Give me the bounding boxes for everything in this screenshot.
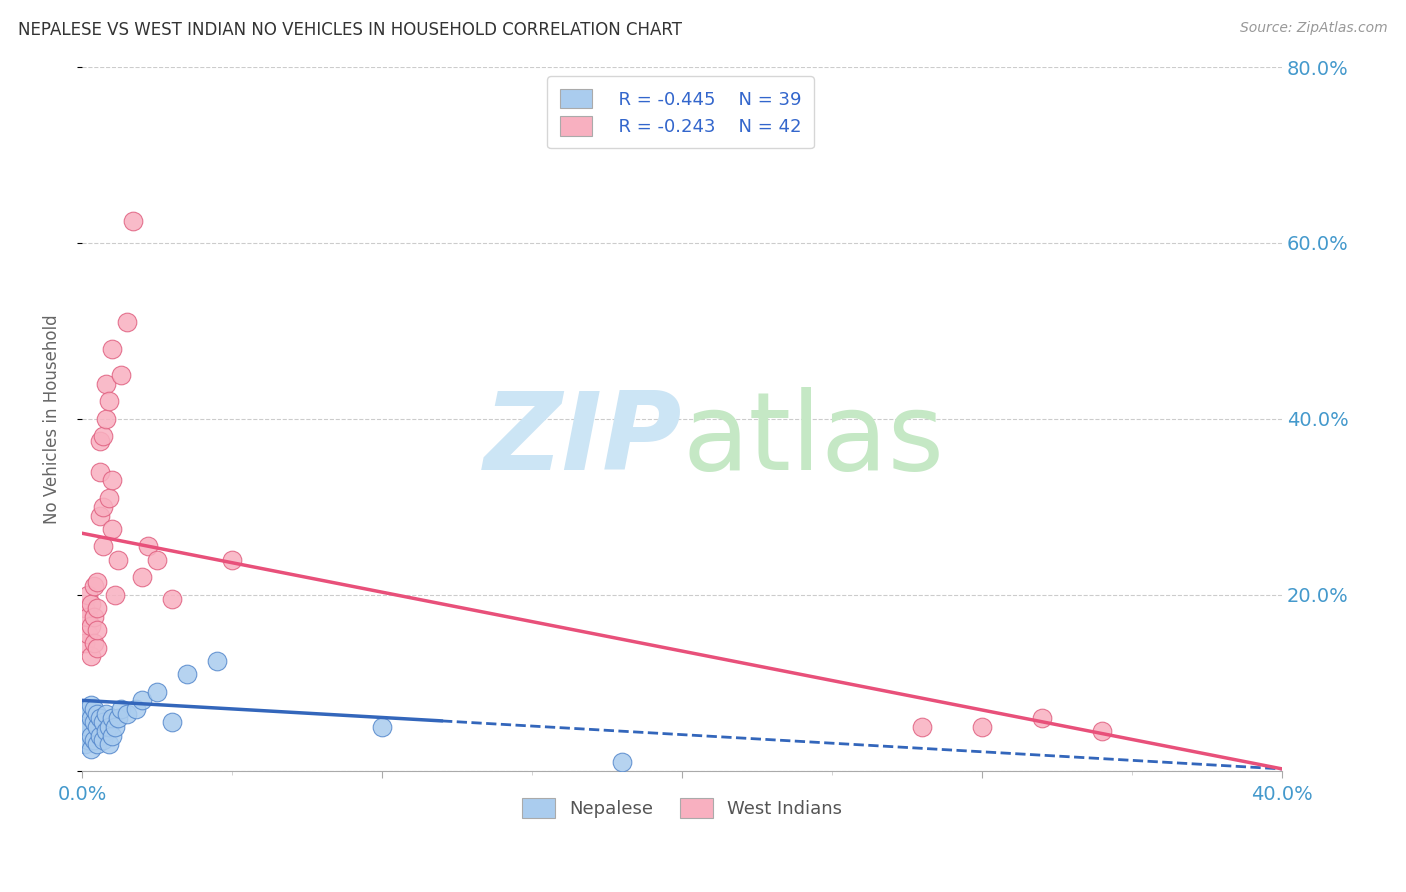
Point [77,588,100,602]
Point [73,706,96,721]
Point [86,601,108,615]
Point [125,702,148,716]
Point [80,649,103,664]
Point [101,522,124,536]
Point [91,540,114,554]
Point [221,552,243,566]
Point [972,720,994,734]
Point [86,720,108,734]
Point [73,715,96,730]
Point [911,720,934,734]
Point [86,640,108,655]
Point [86,737,108,751]
Point [1091,724,1114,739]
Point [89,711,111,725]
Point [101,729,124,743]
Point [80,698,103,712]
Point [77,732,100,747]
Text: atlas: atlas [682,387,943,493]
Point [115,706,138,721]
Point [205,654,228,668]
Point [83,732,105,747]
Point [80,741,103,756]
Point [73,636,96,650]
Text: Source: ZipAtlas.com: Source: ZipAtlas.com [1240,21,1388,36]
Point [176,667,198,681]
Point [73,601,96,615]
Point [136,540,159,554]
Point [89,465,111,479]
Point [77,627,100,641]
Point [80,711,103,725]
Point [101,711,124,725]
Point [91,732,114,747]
Point [89,508,111,523]
Point [160,715,183,730]
Point [115,315,138,329]
Point [131,570,153,584]
Legend: Nepalese, West Indians: Nepalese, West Indians [515,790,849,825]
Text: ZIP: ZIP [484,387,682,493]
Point [77,702,100,716]
Point [97,720,120,734]
Point [77,720,100,734]
Point [122,214,145,228]
Point [94,706,117,721]
Point [94,724,117,739]
Point [83,702,105,716]
Point [86,623,108,637]
Point [83,609,105,624]
Point [101,474,124,488]
Point [101,342,124,356]
Point [110,702,132,716]
Point [146,552,169,566]
Point [104,588,127,602]
Point [86,706,108,721]
Point [94,376,117,391]
Point [97,737,120,751]
Point [97,491,120,505]
Point [83,636,105,650]
Point [104,720,127,734]
Point [77,609,100,624]
Point [371,720,394,734]
Point [73,724,96,739]
Point [83,715,105,730]
Point [83,579,105,593]
Point [160,592,183,607]
Point [80,597,103,611]
Point [91,500,114,514]
Point [80,729,103,743]
Point [94,412,117,426]
Point [91,715,114,730]
Text: NEPALESE VS WEST INDIAN NO VEHICLES IN HOUSEHOLD CORRELATION CHART: NEPALESE VS WEST INDIAN NO VEHICLES IN H… [18,21,682,39]
Point [610,755,633,769]
Point [146,684,169,698]
Point [91,429,114,443]
Point [97,394,120,409]
Point [107,711,129,725]
Point [86,574,108,589]
Point [107,552,129,566]
Point [110,368,132,382]
Point [1031,711,1053,725]
Point [80,618,103,632]
Point [89,729,111,743]
Point [131,693,153,707]
Y-axis label: No Vehicles in Household: No Vehicles in Household [44,314,60,524]
Point [89,434,111,448]
Point [73,737,96,751]
